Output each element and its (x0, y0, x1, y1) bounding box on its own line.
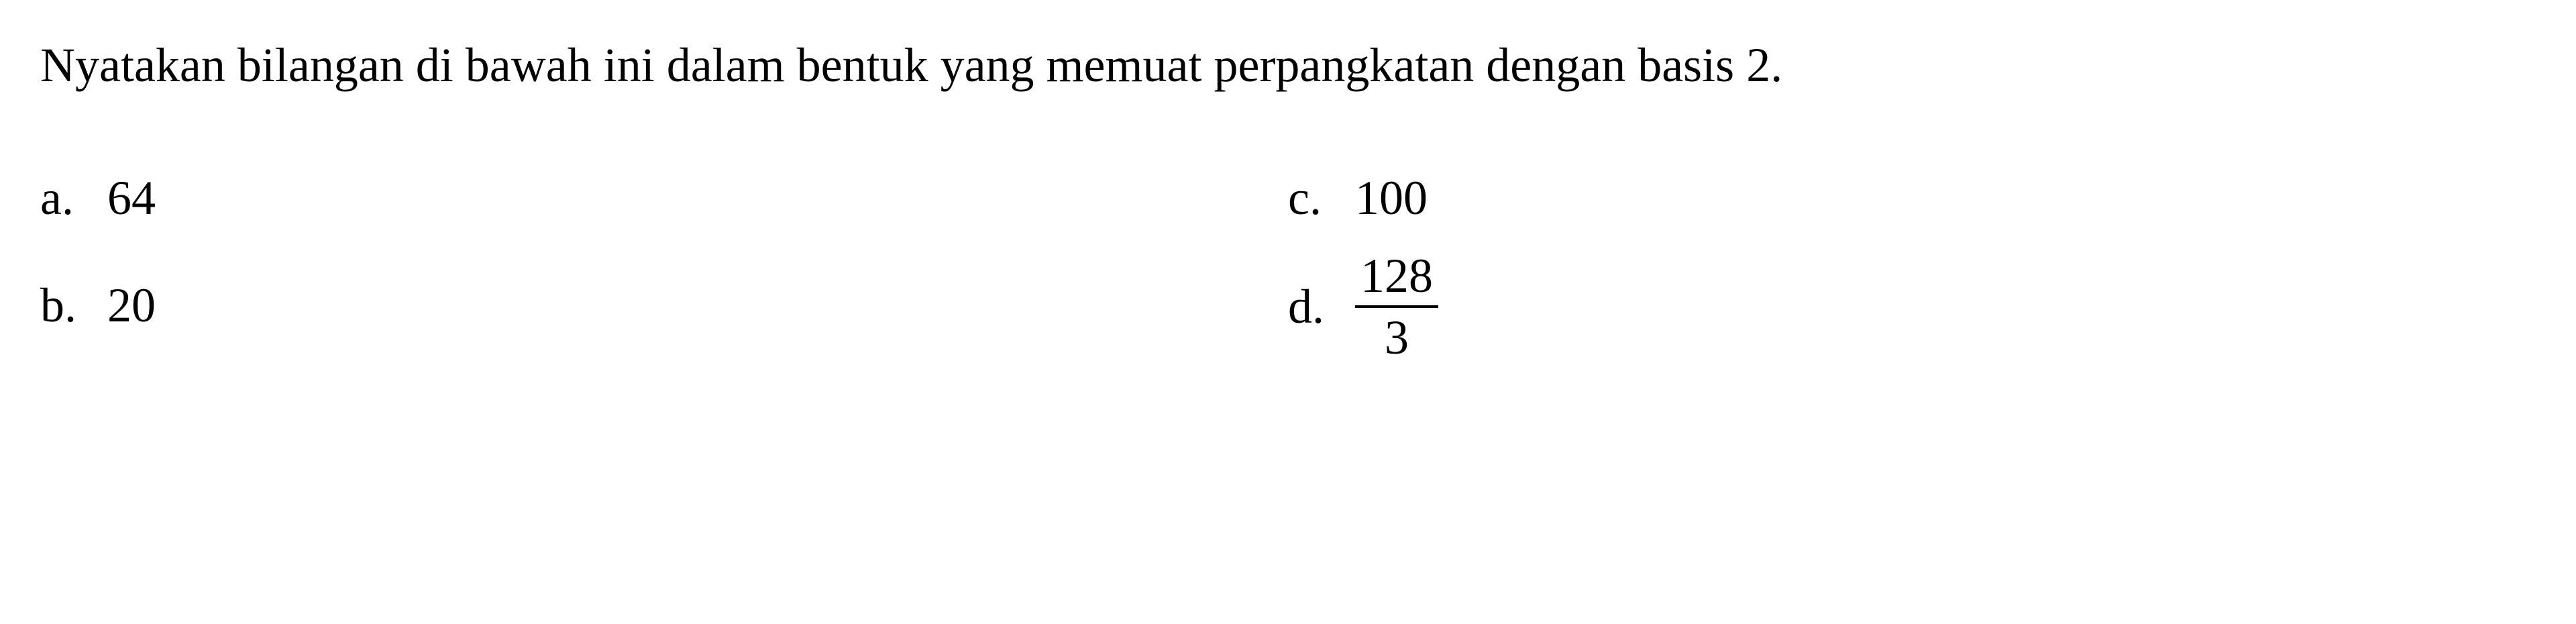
option-b-value: 20 (107, 278, 156, 333)
option-a-value: 64 (107, 170, 156, 226)
option-a: a. 64 (40, 144, 1288, 252)
options-column-right: c. 100 d. 128 3 (1288, 144, 2536, 362)
options-container: a. 64 b. 20 c. 100 d. 128 3 (40, 144, 2536, 362)
fraction-denominator: 3 (1379, 308, 1414, 362)
fraction: 128 3 (1355, 252, 1438, 362)
option-b: b. 20 (40, 252, 1288, 359)
option-b-letter: b. (40, 278, 107, 333)
fraction-numerator: 128 (1355, 252, 1438, 305)
question-text: Nyatakan bilangan di bawah ini dalam ben… (40, 27, 2536, 104)
option-d-letter: d. (1288, 279, 1355, 335)
option-d-value: 128 3 (1355, 252, 1438, 362)
option-c: c. 100 (1288, 144, 2536, 252)
option-c-letter: c. (1288, 170, 1355, 226)
option-d: d. 128 3 (1288, 252, 2536, 362)
option-c-value: 100 (1355, 170, 1428, 226)
option-a-letter: a. (40, 170, 107, 226)
options-column-left: a. 64 b. 20 (40, 144, 1288, 362)
